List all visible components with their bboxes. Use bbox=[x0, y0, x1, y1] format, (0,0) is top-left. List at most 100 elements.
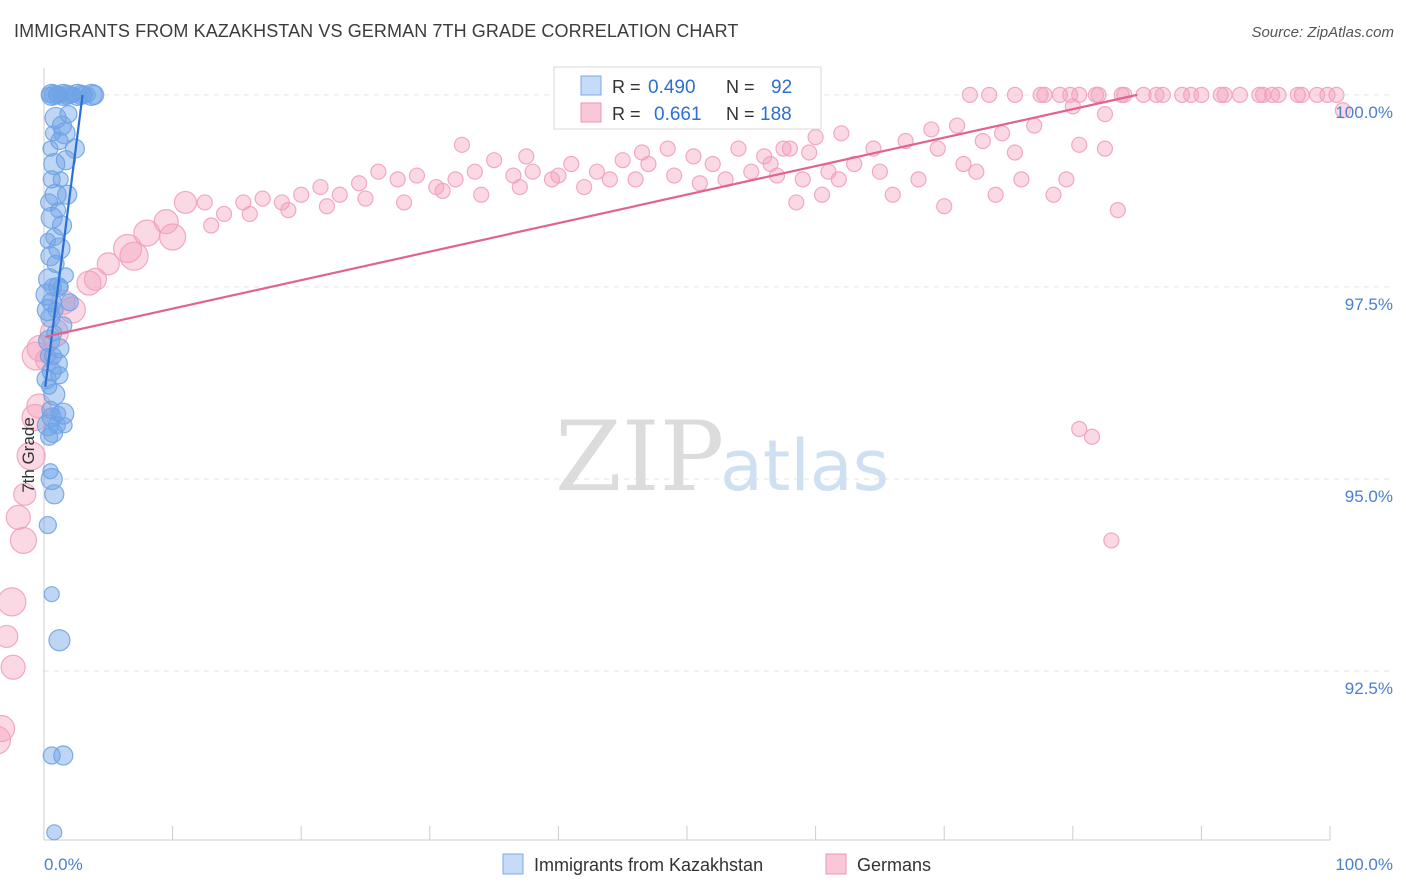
point-germans-16 bbox=[1289, 86, 1306, 103]
point-germans-48 bbox=[659, 140, 676, 157]
point-kazakhstan-76 bbox=[43, 586, 60, 603]
point-kazakhstan-11 bbox=[74, 85, 93, 104]
point-germans-40 bbox=[1026, 117, 1043, 134]
point-germans-77 bbox=[76, 270, 102, 296]
point-germans-30 bbox=[1064, 98, 1081, 115]
point-germans-23 bbox=[1148, 86, 1165, 103]
point-germans-9 bbox=[1154, 86, 1171, 103]
point-germans-96 bbox=[395, 194, 413, 211]
y-tick-label-2: 97.5% bbox=[1345, 295, 1393, 314]
point-germans-93 bbox=[511, 178, 528, 196]
point-germans-101 bbox=[203, 217, 220, 234]
point-germans-38 bbox=[974, 132, 991, 150]
point-germans-24 bbox=[1183, 86, 1200, 103]
point-germans-31 bbox=[1096, 105, 1114, 123]
point-germans-42 bbox=[807, 129, 824, 146]
point-kazakhstan-27 bbox=[42, 170, 61, 189]
point-germans-95 bbox=[434, 182, 451, 200]
watermark-atlas: atlas bbox=[720, 425, 889, 507]
point-germans-71 bbox=[196, 194, 213, 211]
point-germans-135 bbox=[0, 725, 12, 755]
point-kazakhstan-36 bbox=[39, 232, 56, 249]
point-germans-54 bbox=[524, 163, 541, 180]
point-germans-117 bbox=[1045, 186, 1062, 203]
point-germans-99 bbox=[280, 202, 297, 219]
stat-r-label-blue: R = bbox=[612, 77, 641, 97]
stat-n-label-blue: N = bbox=[726, 77, 755, 97]
point-germans-110 bbox=[813, 186, 831, 203]
point-germans-12 bbox=[1212, 86, 1229, 103]
point-germans-100 bbox=[241, 205, 258, 223]
point-germans-127 bbox=[16, 441, 46, 471]
series-kazakhstan-points bbox=[35, 83, 105, 841]
point-germans-94 bbox=[473, 186, 490, 203]
y-tick-label-0: 92.5% bbox=[1345, 679, 1393, 698]
point-germans-143 bbox=[518, 148, 535, 165]
point-germans-141 bbox=[801, 144, 818, 161]
point-germans-92 bbox=[550, 167, 567, 184]
point-kazakhstan-28 bbox=[52, 171, 69, 188]
point-kazakhstan-19 bbox=[59, 104, 78, 124]
point-kazakhstan-73 bbox=[40, 467, 63, 491]
point-germans-128 bbox=[13, 482, 37, 506]
point-germans-33 bbox=[993, 125, 1011, 142]
point-germans-113 bbox=[910, 171, 927, 188]
point-kazakhstan-14 bbox=[84, 84, 105, 105]
point-germans-83 bbox=[794, 171, 811, 188]
point-germans-66 bbox=[293, 186, 310, 203]
point-germans-130 bbox=[9, 526, 38, 555]
stat-r-value-blue: 0.490 bbox=[648, 77, 696, 98]
point-germans-102 bbox=[159, 223, 187, 251]
point-germans-137 bbox=[1083, 428, 1101, 445]
point-germans-39 bbox=[1006, 144, 1024, 161]
bottom-legend: Immigrants from Kazakhstan Germans bbox=[502, 853, 931, 875]
point-kazakhstan-21 bbox=[53, 122, 76, 145]
point-germans-50 bbox=[614, 152, 631, 169]
point-kazakhstan-75 bbox=[38, 515, 57, 535]
point-germans-103 bbox=[119, 241, 149, 271]
point-germans-136 bbox=[1071, 420, 1088, 438]
point-germans-32 bbox=[948, 117, 966, 134]
trendline-germans bbox=[45, 93, 1138, 338]
stat-n-label-pink: N = bbox=[726, 104, 755, 124]
point-kazakhstan-80 bbox=[46, 824, 63, 841]
point-germans-34 bbox=[923, 121, 940, 138]
point-germans-97 bbox=[357, 190, 374, 207]
point-germans-19 bbox=[1036, 86, 1053, 103]
point-germans-85 bbox=[743, 163, 760, 180]
point-germans-108 bbox=[1013, 171, 1030, 188]
point-germans-88 bbox=[666, 167, 683, 184]
point-germans-27 bbox=[1264, 86, 1281, 103]
legend-swatch-blue bbox=[580, 75, 602, 96]
point-germans-118 bbox=[968, 163, 985, 180]
bottom-legend-swatch-pink bbox=[825, 853, 847, 875]
x-tick-label-0: 0.0% bbox=[44, 855, 83, 874]
point-germans-91 bbox=[576, 178, 593, 196]
point-kazakhstan-47 bbox=[60, 293, 79, 312]
point-kazakhstan-74 bbox=[44, 484, 65, 505]
point-kazakhstan-77 bbox=[48, 629, 71, 652]
point-germans-104 bbox=[83, 267, 108, 291]
point-germans-132 bbox=[0, 624, 19, 649]
point-germans-60 bbox=[408, 167, 426, 184]
stat-r-value-pink: 0.661 bbox=[654, 104, 702, 125]
point-germans-63 bbox=[350, 175, 368, 192]
point-germans-64 bbox=[331, 186, 348, 203]
point-germans-61 bbox=[389, 171, 406, 188]
x-tick-label-1: 100.0% bbox=[1335, 855, 1393, 874]
point-germans-139 bbox=[1334, 102, 1351, 119]
point-germans-114 bbox=[1058, 171, 1075, 188]
watermark-zip: ZIP bbox=[555, 401, 724, 513]
bottom-legend-swatch-blue bbox=[502, 853, 524, 875]
source-label: Source: ZipAtlas.com bbox=[1251, 24, 1394, 41]
point-germans-3 bbox=[1032, 86, 1049, 103]
point-germans-109 bbox=[833, 125, 850, 142]
point-germans-142 bbox=[633, 144, 651, 161]
point-germans-58 bbox=[447, 171, 464, 188]
point-kazakhstan-49 bbox=[36, 298, 59, 322]
grid-lines bbox=[44, 94, 1390, 672]
point-germans-0 bbox=[961, 86, 979, 103]
point-germans-56 bbox=[486, 152, 503, 169]
point-kazakhstan-24 bbox=[42, 140, 59, 157]
